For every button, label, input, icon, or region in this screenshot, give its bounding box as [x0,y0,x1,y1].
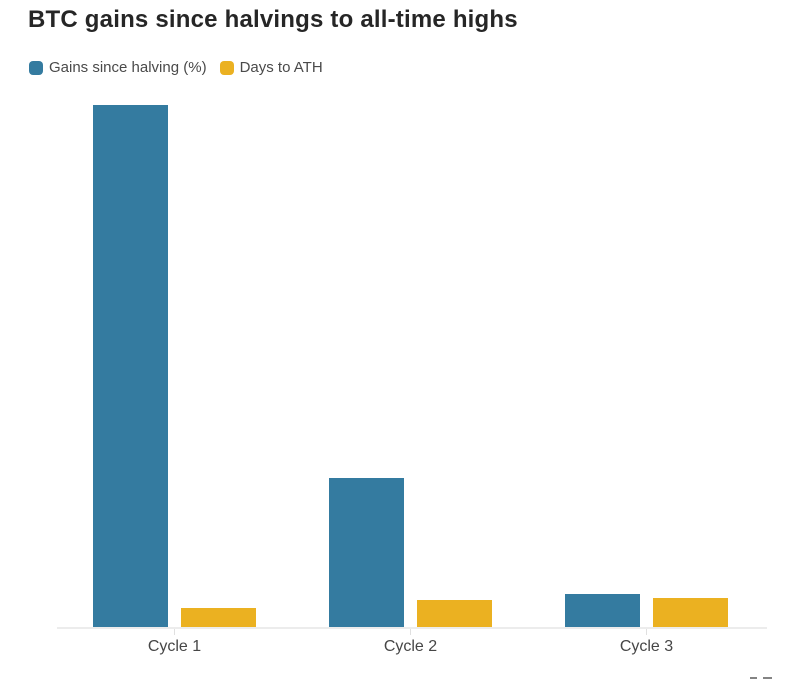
x-axis-label-cycle-3: Cycle 3 [619,638,674,655]
legend-label-days: Days to ATH [239,59,323,76]
x-axis-label-cycle-1: Cycle 1 [147,638,202,655]
legend-swatch-days [219,60,234,75]
legend-label-gains: Gains since halving (%) [49,59,207,76]
x-axis-tick-cycle-1 [174,629,175,635]
bar-gains-cycle-3 [565,594,640,627]
cutoff-watermark-mark-2 [763,677,772,679]
bar-days-cycle-3 [653,598,728,627]
bar-gains-cycle-1 [93,105,168,627]
legend-item-days: Days to ATH [219,59,323,76]
bar-days-cycle-1 [181,608,256,627]
x-axis-tick-cycle-2 [410,629,411,635]
chart-title: BTC gains since halvings to all-time hig… [28,6,518,33]
x-axis-tick-cycle-3 [646,629,647,635]
cutoff-watermark-mark-1 [750,677,757,679]
legend: Gains since halving (%) Days to ATH [29,60,323,75]
x-axis-label-cycle-2: Cycle 2 [383,638,438,655]
x-axis-line [57,627,767,629]
bar-gains-cycle-2 [329,478,404,627]
legend-item-gains: Gains since halving (%) [29,60,207,75]
legend-swatch-gains [29,60,43,75]
bar-days-cycle-2 [417,600,492,627]
